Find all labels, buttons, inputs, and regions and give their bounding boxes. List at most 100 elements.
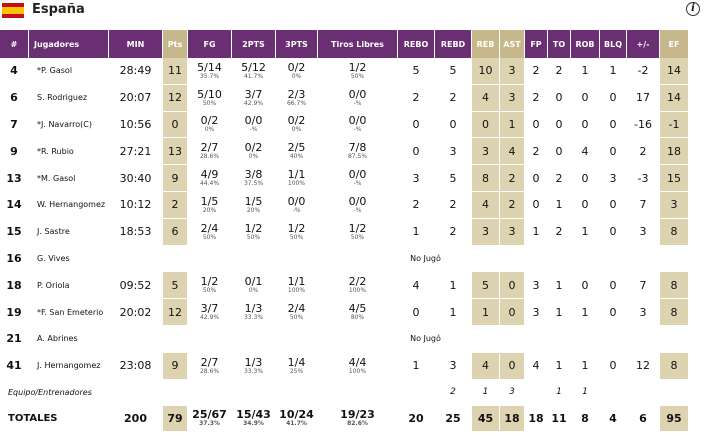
fouls-cell: 0 (525, 191, 548, 219)
column-header-rebd[interactable]: REBD (435, 30, 472, 58)
turnovers-cell: 2 (548, 218, 571, 246)
assists-cell: 1 (500, 111, 525, 139)
assists-cell: 0 (500, 299, 525, 326)
player-name[interactable]: J. Hernangomez (29, 352, 109, 380)
empty-cell (276, 379, 318, 406)
player-name[interactable]: G. Vives (29, 245, 109, 273)
three-pts-cell-percentage: -% (292, 206, 301, 214)
plus-minus-cell: 12 (627, 352, 660, 380)
points-cell: 0 (163, 111, 188, 139)
two-pts-cell: 3/7 42.9% (232, 84, 276, 112)
three-pts-cell-made-attempted: 2/5 (287, 141, 306, 155)
player-row[interactable]: 19 *F. San Emeterio 20:02 12 3/7 42.9% 1/3 33.3… (0, 299, 706, 326)
fouls-cell: 3 (525, 272, 548, 300)
three-pts-cell: 1/4 25% (276, 352, 318, 380)
player-name[interactable]: J. Sastre (29, 218, 109, 246)
player-number: 14 (0, 191, 29, 219)
free-throws-cell-percentage: 100% (348, 367, 367, 375)
player-name[interactable]: S. Rodriguez (29, 84, 109, 112)
steals-cell: 0 (571, 111, 600, 139)
player-row[interactable]: 9 *R. Rubio 27:21 13 2/7 28.6% 0/2 0% 2/5 40% 7/8 8… (0, 138, 706, 166)
free-throws-cell: 0/0 -% (318, 165, 398, 192)
column-header-tiros-libres[interactable]: Tiros Libres (318, 30, 398, 58)
player-name[interactable]: W. Hernangomez (29, 191, 109, 219)
efficiency-cell: 14 (660, 84, 689, 112)
off-rebounds-cell: 0 (398, 299, 435, 326)
column-header-rebo[interactable]: REBO (398, 30, 435, 58)
minutes-cell: 18:53 (109, 218, 163, 246)
column-header-reb[interactable]: REB (472, 30, 500, 58)
player-name[interactable]: *P. Gasol (29, 58, 109, 85)
player-row[interactable]: 13 *M. Gasol 30:40 9 4/9 44.4% 3/8 37.5% 1/1 100%… (0, 165, 706, 192)
off-rebounds-cell: 1 (398, 218, 435, 246)
plus-minus-cell: -2 (627, 58, 660, 85)
column-header-jugadores[interactable]: Jugadores (29, 30, 109, 58)
free-throws-cell-percentage: -% (353, 126, 362, 134)
player-row[interactable]: 6 S. Rodriguez 20:07 12 5/10 50% 3/7 42.9% 2/3 66… (0, 84, 706, 112)
column-header-fg[interactable]: FG (188, 30, 232, 58)
free-throws-cell-made-attempted: 1/2 (348, 221, 367, 235)
off-rebounds-cell: 2 (435, 379, 472, 406)
three-pts-cell-percentage: 100% (287, 180, 306, 188)
column-header-2pts[interactable]: 2PTS (232, 30, 276, 58)
three-pts-cell-made-attempted: 2/4 (287, 302, 306, 316)
rebounds-cell: 4 (472, 84, 500, 112)
rebounds-cell: 3 (500, 379, 525, 406)
free-throws-cell-made-attempted: 1/2 (348, 60, 367, 74)
steals-cell: 8 (571, 405, 600, 433)
fg-cell-percentage: 0% (204, 126, 215, 134)
player-row[interactable]: 16 G. Vives No Jugó (0, 245, 706, 273)
player-row[interactable]: 14 W. Hernangomez 10:12 2 1/5 20% 1/5 20% 0/0 -% 0… (0, 191, 706, 219)
column-header-min[interactable]: MIN (109, 30, 163, 58)
steals-cell: 1 (571, 352, 600, 380)
empty-cell (398, 379, 435, 406)
turnovers-cell: 0 (548, 111, 571, 139)
two-pts-cell: 1/2 50% (232, 218, 276, 246)
column-header-pts[interactable]: Pts (163, 30, 188, 58)
points-cell: 6 (163, 218, 188, 246)
blocks-cell: 1 (600, 58, 627, 85)
two-pts-cell: 1/3 33.3% (232, 299, 276, 326)
player-name[interactable]: *M. Gasol (29, 165, 109, 192)
column-header-rob[interactable]: ROB (571, 30, 600, 58)
three-pts-cell: 1/1 100% (276, 165, 318, 192)
player-row[interactable]: 15 J. Sastre 18:53 6 2/4 50% 1/2 50% 1/2 50% 1/2 50… (0, 218, 706, 246)
fg-cell-percentage: 44.4% (199, 180, 220, 188)
player-number: 7 (0, 111, 29, 139)
column-header-ast[interactable]: AST (500, 30, 525, 58)
three-pts-cell: 0/2 0% (276, 111, 318, 139)
column-header-fp[interactable]: FP (525, 30, 548, 58)
column-header-[interactable]: +/- (627, 30, 660, 58)
two-pts-cell-made-attempted: 1/3 (244, 302, 263, 316)
player-row[interactable]: 21 A. Abrines No Jugó (0, 325, 706, 353)
free-throws-cell-percentage: -% (353, 206, 362, 214)
fg-cell: 2/7 28.6% (188, 138, 232, 166)
column-header-3pts[interactable]: 3PTS (276, 30, 318, 58)
player-name[interactable]: A. Abrines (29, 325, 109, 353)
player-name[interactable]: *J. Navarro(C) (29, 111, 109, 139)
fouls-cell: 2 (525, 58, 548, 85)
two-pts-cell-percentage: -% (249, 126, 258, 134)
totals-row: TOTALES 200 79 25/67 37.3% 15/43 34.9% 10/24 41.… (0, 405, 706, 433)
player-row[interactable]: 7 *J. Navarro(C) 10:56 0 0/2 0% 0/0 -% 0/2 0% 0/0-… (0, 111, 706, 139)
assists-cell: 4 (500, 138, 525, 166)
def-rebounds-cell: 3 (435, 138, 472, 166)
column-header-ef[interactable]: EF (660, 30, 689, 58)
free-throws-cell: 0/0 -% (318, 191, 398, 219)
team-coaches-row: Equipo/Entrenadores 2 1 3 1 1 (0, 379, 706, 406)
info-icon[interactable]: i (686, 2, 700, 16)
column-header-[interactable]: # (0, 30, 29, 58)
player-name[interactable]: *R. Rubio (29, 138, 109, 166)
minutes-cell: 200 (109, 405, 163, 433)
column-header-blq[interactable]: BLQ (600, 30, 627, 58)
free-throws-cell-percentage: 82.6% (347, 420, 368, 428)
player-name[interactable]: *F. San Emeterio (29, 299, 109, 326)
column-header-to[interactable]: TO (548, 30, 571, 58)
player-name[interactable]: P. Oriola (29, 272, 109, 300)
fouls-cell: 1 (548, 379, 571, 406)
three-pts-cell-percentage: 50% (289, 314, 304, 322)
turnovers-cell: 1 (571, 379, 600, 406)
player-row[interactable]: 18 P. Oriola 09:52 5 1/2 50% 0/1 0% 1/1 100% 2/2 10… (0, 272, 706, 300)
player-row[interactable]: 4 *P. Gasol 28:49 11 5/14 35.7% 5/12 41.7% 0/2 0%… (0, 58, 706, 85)
player-row[interactable]: 41 J. Hernangomez 23:08 9 2/7 28.6% 1/3 33.3% 1/… (0, 352, 706, 380)
